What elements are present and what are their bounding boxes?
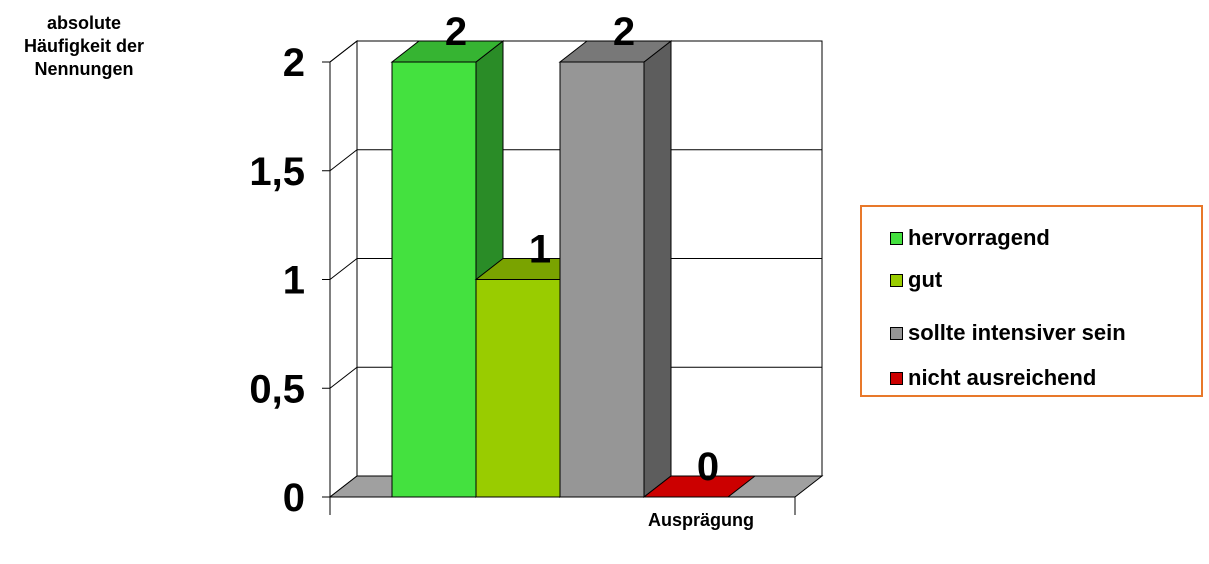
gridline-side (329, 366, 358, 389)
gridline-side (329, 258, 358, 280)
legend-swatch-nicht-ausreichend (890, 371, 903, 385)
legend-item-sollte-intensiver-sein: sollte intensiver sein (890, 319, 1126, 347)
bar-hervorragend (391, 61, 477, 498)
x-axis-label: Ausprägung (648, 510, 754, 530)
y-tick-label: 1,5 (249, 150, 305, 194)
legend-swatch-hervorragend (890, 231, 903, 245)
bar-top-sollte-intensiver-sein (558, 40, 673, 63)
y-axis-label: absolute Häufigkeit der Nennungen (23, 13, 145, 79)
legend-swatch-sollte-intensiver-sein (890, 326, 903, 340)
data-label-nicht-ausreichend: 0 (697, 445, 719, 489)
bar-sollte-intensiver-sein (559, 61, 645, 498)
legend-label-sollte-intensiver-sein: sollte intensiver sein (908, 320, 1126, 345)
legend-swatch-gut (890, 273, 903, 287)
bar-side-sollte-intensiver-sein (643, 39, 672, 499)
legend-item-nicht-ausreichend: nicht ausreichend (890, 364, 1096, 392)
data-label-sollte-intensiver-sein: 2 (613, 10, 635, 54)
gridline-side (329, 149, 358, 172)
legend: hervorragend gut sollte intensiver sein … (860, 205, 1203, 397)
gridline-side (329, 40, 358, 63)
y-tick-label: 1 (283, 259, 305, 303)
y-tick-label: 2 (283, 41, 305, 85)
legend-item-hervorragend: hervorragend (890, 224, 1050, 252)
y-tick-label: 0 (283, 476, 305, 520)
legend-label-hervorragend: hervorragend (908, 225, 1050, 250)
legend-item-gut: gut (890, 266, 942, 294)
data-label-hervorragend: 2 (445, 10, 467, 54)
data-label-gut: 1 (529, 228, 551, 272)
y-tick-label: 0,5 (249, 367, 305, 411)
bar-gut (475, 279, 561, 498)
bar-top-nicht-ausreichend (642, 475, 757, 498)
legend-label-gut: gut (908, 267, 943, 292)
bar-top-hervorragend (390, 40, 505, 63)
legend-label-nicht-ausreichend: nicht ausreichend (908, 365, 1097, 390)
